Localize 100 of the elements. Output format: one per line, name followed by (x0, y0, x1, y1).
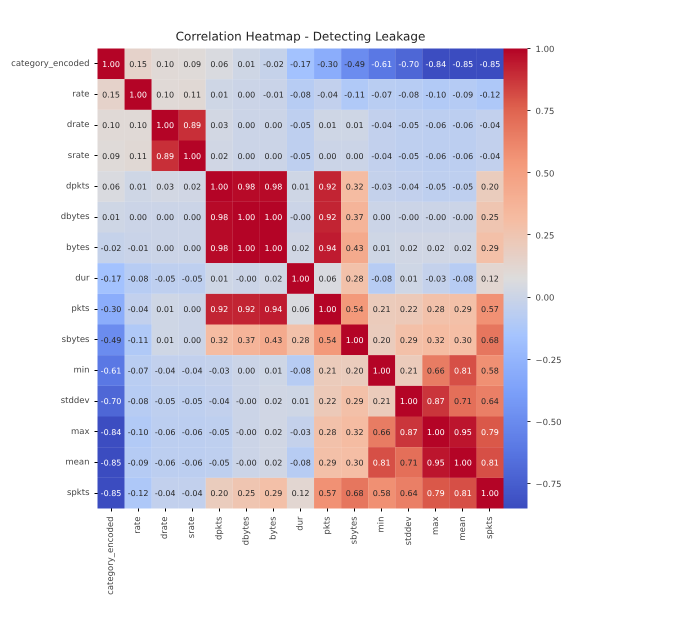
data-label: 0.02 (183, 182, 202, 192)
data-label: 0.00 (264, 121, 282, 130)
y-tick-label: rate (72, 90, 90, 100)
data-label: 0.95 (454, 428, 472, 437)
data-label: 1.00 (292, 274, 310, 284)
data-label: 1.00 (318, 305, 336, 314)
data-label: 0.28 (292, 336, 310, 345)
x-tick-label: pkts (322, 516, 333, 535)
data-label: 0.09 (183, 60, 202, 69)
x-tick-label: spkts (484, 516, 495, 540)
data-label: -0.85 (100, 458, 122, 468)
data-label: 0.43 (264, 336, 282, 345)
data-label: 0.21 (372, 397, 391, 406)
data-label: -0.04 (182, 366, 203, 376)
data-label: -0.12 (480, 90, 500, 100)
data-label: -0.04 (317, 90, 338, 100)
data-label: 0.98 (210, 213, 228, 222)
data-label: 0.57 (318, 489, 336, 498)
data-label: -0.03 (290, 428, 311, 437)
data-label: -0.05 (398, 152, 420, 161)
data-label: 0.01 (102, 213, 120, 222)
color-bar-label: −0.50 (536, 418, 562, 428)
data-label: 0.21 (400, 366, 418, 376)
y-tick-label: srate (68, 150, 90, 161)
data-label: 0.01 (210, 274, 228, 284)
data-label: 0.00 (237, 152, 256, 161)
data-label: 0.29 (264, 489, 282, 498)
data-label: 0.57 (481, 305, 499, 314)
data-label: -0.08 (398, 90, 420, 100)
data-label: -0.11 (344, 90, 365, 100)
color-bar-label: 0.00 (536, 294, 554, 304)
data-label: 0.00 (156, 213, 174, 222)
data-label: -0.10 (128, 428, 148, 437)
data-label: 0.01 (400, 274, 418, 284)
data-label: 0.00 (237, 90, 256, 100)
data-label: -0.07 (371, 90, 392, 100)
data-label: -0.49 (344, 60, 365, 69)
data-label: -0.06 (154, 458, 176, 468)
data-label: -0.05 (425, 182, 446, 192)
data-label: -0.06 (182, 428, 203, 437)
color-bar-label: −0.75 (536, 480, 562, 490)
data-label: 0.00 (156, 244, 174, 253)
data-label: -0.04 (480, 121, 500, 130)
data-label: -0.00 (236, 397, 257, 406)
data-label: -0.30 (317, 60, 338, 69)
data-label: 0.92 (210, 305, 228, 314)
data-label: -0.04 (208, 397, 230, 406)
data-label: 0.00 (264, 152, 282, 161)
data-label: -0.00 (236, 428, 257, 437)
data-label: -0.03 (371, 182, 392, 192)
data-label: -0.84 (425, 60, 446, 69)
data-label: 0.92 (318, 213, 336, 222)
data-label: -0.17 (290, 60, 311, 69)
data-label: 0.00 (183, 213, 202, 222)
y-tick-label: max (70, 426, 90, 437)
data-label: 1.00 (264, 244, 282, 253)
data-label: 0.29 (346, 397, 364, 406)
data-label: 0.00 (183, 305, 202, 314)
data-label: -0.49 (100, 336, 122, 345)
data-label: 0.00 (183, 336, 202, 345)
data-label: 0.21 (318, 366, 336, 376)
data-label: 0.30 (454, 336, 472, 345)
data-label: 0.22 (318, 397, 336, 406)
data-label: 0.02 (426, 244, 445, 253)
x-tick-label: drate (160, 516, 170, 540)
y-tick-label: mean (65, 458, 90, 468)
data-label: 0.00 (318, 152, 336, 161)
data-label: -0.05 (398, 121, 420, 130)
data-label: 0.68 (481, 336, 499, 345)
data-label: 0.89 (156, 152, 174, 161)
data-label: -0.84 (100, 428, 122, 437)
data-label: -0.70 (398, 60, 420, 69)
data-label: 0.02 (264, 397, 282, 406)
data-label: 0.10 (129, 121, 148, 130)
data-label: 0.54 (346, 305, 364, 314)
x-tick-label: dur (296, 516, 306, 531)
data-label: 0.06 (210, 60, 228, 69)
data-label: -0.01 (128, 244, 148, 253)
data-label: 0.06 (102, 182, 120, 192)
data-label: -0.02 (263, 60, 284, 69)
y-tick-label: pkts (71, 304, 90, 314)
y-tick-label: drate (66, 120, 90, 130)
data-label: 0.29 (318, 458, 336, 468)
data-label: 0.95 (426, 458, 445, 468)
x-tick-label: min (376, 516, 387, 533)
data-label: 1.00 (372, 366, 391, 376)
data-label: -0.05 (154, 397, 176, 406)
y-tick-label: spkts (66, 488, 90, 498)
color-bar-label: 0.50 (536, 169, 554, 180)
data-label: -0.85 (452, 60, 474, 69)
data-label: 0.32 (210, 336, 228, 345)
data-label: -0.06 (154, 428, 176, 437)
data-label: 0.87 (426, 397, 445, 406)
y-tick-label: dur (75, 274, 90, 284)
data-label: -0.12 (128, 489, 148, 498)
y-tick-label: sbytes (62, 334, 90, 345)
y-tick-label: bytes (66, 242, 90, 253)
data-label: 0.01 (210, 90, 228, 100)
data-label: 0.32 (426, 336, 445, 345)
data-label: 0.21 (372, 305, 391, 314)
